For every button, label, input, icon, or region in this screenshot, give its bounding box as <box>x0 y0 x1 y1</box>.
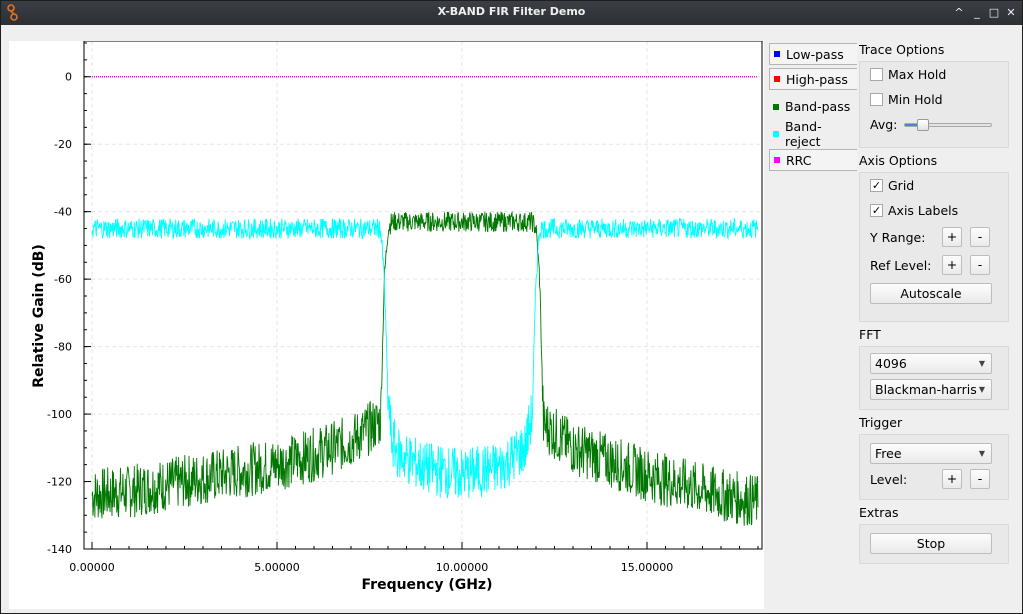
ref-level-plus-button[interactable]: + <box>942 255 962 275</box>
series-band-reject <box>91 217 759 499</box>
fft-size-select[interactable]: 4096 ▼ <box>870 353 992 374</box>
min-hold-row[interactable]: Min Hold <box>860 87 1008 112</box>
avg-row: Avg: <box>860 112 1008 137</box>
series-layer <box>91 76 759 526</box>
max-hold-label: Max Hold <box>888 67 947 82</box>
x-tick-label: 10.00000 <box>436 561 489 574</box>
gnuradio-app-icon <box>7 4 18 21</box>
close-button[interactable]: ✕ <box>1006 6 1016 19</box>
y-tick-label: 0 <box>65 71 72 84</box>
chevron-down-icon: ▼ <box>978 449 985 458</box>
ref-level-minus-button[interactable]: - <box>970 255 990 275</box>
legend-item-high-pass[interactable]: High-pass <box>769 68 857 90</box>
chevron-down-icon: ▼ <box>978 359 985 368</box>
control-panel: Trace Options Max Hold Min Hold Avg: <box>859 41 1009 568</box>
stop-button[interactable]: Stop <box>870 533 992 554</box>
legend-item-band-pass[interactable]: Band-pass <box>769 93 857 120</box>
max-hold-checkbox[interactable] <box>870 68 883 81</box>
legend-item-rrc[interactable]: RRC <box>769 149 857 171</box>
legend-label: Band-reject <box>784 118 822 149</box>
axis-options-label: Axis Options <box>859 153 938 168</box>
y-range-label: Y Range: <box>870 229 926 245</box>
axis-labels-label: Axis Labels <box>888 203 959 218</box>
x-tick-label: 0.00000 <box>69 561 115 574</box>
min-hold-label: Min Hold <box>888 92 943 107</box>
trigger-level-plus-button[interactable]: + <box>942 469 962 489</box>
avg-slider-fill <box>905 124 923 126</box>
trigger-group: Free ▼ Level: + - <box>859 434 1009 500</box>
x-tick-label: 5.00000 <box>254 561 300 574</box>
axes: 0 -20 -40 -60 -80 -100 -120 -140 0.00000 5.00000 1… <box>47 41 763 574</box>
legend-item-band-reject[interactable]: Band-reject <box>769 118 857 149</box>
legend-swatch <box>774 157 780 163</box>
y-axis-label: Relative Gain (dB) <box>31 244 47 388</box>
y-tick-label: -40 <box>54 206 72 219</box>
avg-label: Avg: <box>870 117 898 132</box>
ref-level-row: Ref Level: + - <box>860 251 1008 279</box>
ref-level-label: Ref Level: <box>870 257 932 273</box>
y-tick-label: -60 <box>54 273 72 286</box>
y-range-plus-button[interactable]: + <box>942 227 962 247</box>
trace-options-group: Max Hold Min Hold Avg: <box>859 61 1009 148</box>
max-hold-row[interactable]: Max Hold <box>860 62 1008 87</box>
x-axis-label: Frequency (GHz) <box>362 577 493 593</box>
trigger-level-label: Level: <box>870 471 908 487</box>
minimize-button[interactable]: _ <box>974 6 980 19</box>
frequency-plot-svg: 0 -20 -40 -60 -80 -100 -120 -140 0.00000 5.00000 1… <box>31 41 763 593</box>
trigger-mode-value: Free <box>875 446 902 461</box>
series-band-pass <box>91 210 759 526</box>
plot-frame <box>83 41 763 550</box>
extras-group: Stop <box>859 524 1009 564</box>
trigger-mode-select[interactable]: Free ▼ <box>870 443 992 464</box>
avg-slider[interactable] <box>904 119 992 131</box>
fft-window-value: Blackman-harris <box>875 382 977 397</box>
legend-item-low-pass[interactable]: Low-pass <box>769 43 857 65</box>
legend-swatch <box>774 76 780 82</box>
legend-swatch <box>773 103 779 110</box>
fft-size-value: 4096 <box>875 356 907 371</box>
window-title: X-BAND FIR Filter Demo <box>437 5 586 18</box>
axis-options-group: ✓ Grid ✓ Axis Labels Y Range: + - Ref Le… <box>859 172 1009 322</box>
trigger-level-row: Level: + - <box>860 464 1008 494</box>
shade-button[interactable]: ^ <box>954 6 964 19</box>
x-tick-label: 15.00000 <box>621 561 674 574</box>
autoscale-button[interactable]: Autoscale <box>870 283 992 304</box>
frequency-plot[interactable]: 0 -20 -40 -60 -80 -100 -120 -140 0.00000 5.00000 1… <box>9 41 764 609</box>
y-tick-label: -80 <box>54 341 72 354</box>
avg-slider-handle[interactable] <box>916 119 929 131</box>
y-range-row: Y Range: + - <box>860 223 1008 251</box>
extras-label: Extras <box>859 505 899 520</box>
y-tick-label: -20 <box>54 138 72 151</box>
y-tick-label: -140 <box>47 543 72 556</box>
legend-swatch <box>774 51 780 57</box>
trace-options-label: Trace Options <box>859 42 945 57</box>
grid-checkbox[interactable]: ✓ <box>870 179 883 192</box>
y-tick-label: -120 <box>47 476 72 489</box>
grid-row[interactable]: ✓ Grid <box>860 173 1008 198</box>
trigger-label: Trigger <box>859 415 903 430</box>
maximize-button[interactable]: □ <box>988 6 1000 19</box>
main-content: 0 -20 -40 -60 -80 -100 -120 -140 0.00000 5.00000 1… <box>5 27 1018 611</box>
legend-swatch <box>773 130 779 137</box>
min-hold-checkbox[interactable] <box>870 93 883 106</box>
y-tick-label: -100 <box>47 408 72 421</box>
trigger-level-minus-button[interactable]: - <box>970 469 990 489</box>
fft-label: FFT <box>859 327 881 342</box>
grid-label: Grid <box>888 178 915 193</box>
chevron-down-icon: ▼ <box>978 385 985 394</box>
legend: Low-pass High-pass Band-pass Band-reject RRC <box>769 41 857 174</box>
legend-label: Band-pass <box>785 99 851 114</box>
legend-label: Low-pass <box>786 46 844 62</box>
fft-window-select[interactable]: Blackman-harris ▼ <box>870 379 992 400</box>
y-range-minus-button[interactable]: - <box>970 227 990 247</box>
title-bar[interactable]: X-BAND FIR Filter Demo ^ _ □ ✕ <box>1 1 1022 25</box>
legend-label: RRC <box>786 152 812 168</box>
fft-group: 4096 ▼ Blackman-harris ▼ <box>859 346 1009 410</box>
axis-labels-checkbox[interactable]: ✓ <box>870 204 883 217</box>
axis-labels-row[interactable]: ✓ Axis Labels <box>860 198 1008 223</box>
legend-label: High-pass <box>786 71 848 87</box>
